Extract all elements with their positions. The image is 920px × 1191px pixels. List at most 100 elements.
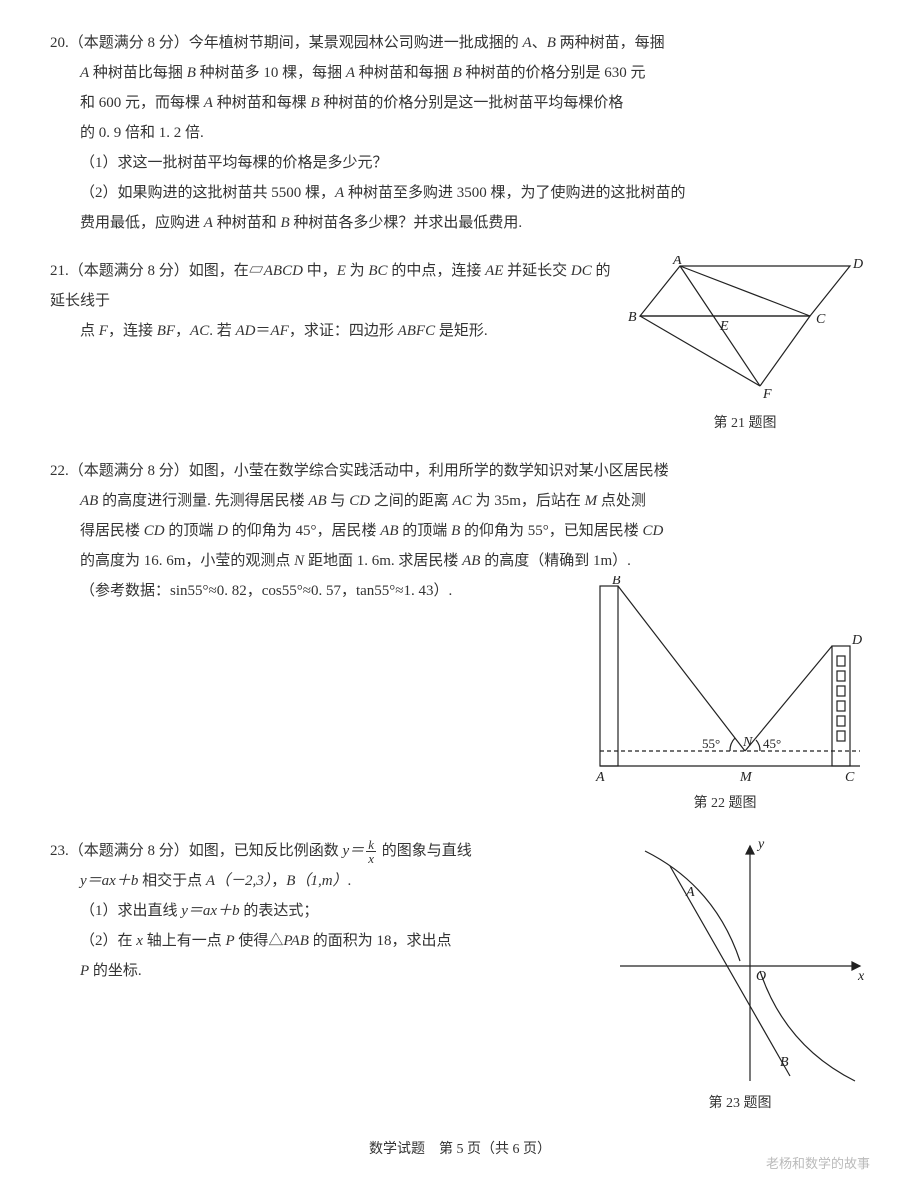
label-b: B [628,310,637,325]
text: （本题满分 8 分）如图，在▱ [69,263,264,279]
text: 中， [303,263,337,279]
subquestion-1: （1）求出直线 y＝ax＋b 的表达式； [50,896,610,926]
figure-23-svg: y x O A B [610,836,870,1086]
label-a: A [335,185,344,201]
problem-21: 21.（本题满分 8 分）如图，在▱ABCD 中，E 为 BC 的中点，连接 A… [50,256,870,438]
text: 的高度（精确到 1m）. [480,553,630,569]
label: F [99,323,108,339]
label: B [451,523,460,539]
figure-22-caption: 第 22 题图 [580,790,870,818]
label-n: N [742,735,753,750]
line: AB 的高度进行测量. 先测得居民楼 AB 与 CD 之间的距离 AC 为 35… [50,486,870,516]
label: D [217,523,228,539]
subquestion-1: （1）求这一批树苗平均每棵的价格是多少元？ [50,148,870,178]
text: 的仰角为 55°，已知居民楼 [460,523,642,539]
angle-45: 45° [763,736,781,751]
label: x [136,933,143,949]
text: 种树苗比每捆 [89,65,187,81]
reference-data: （参考数据：sin55°≈0. 82，cos55°≈0. 57，tan55°≈1… [50,576,580,606]
origin: O [756,969,766,984]
text: 种树苗和每棵 [213,95,311,111]
problem-20-body: 20.（本题满分 8 分）今年植树节期间，某景观园林公司购进一批成捆的 A、B … [50,28,870,238]
figure-23-caption: 第 23 题图 [610,1090,870,1118]
label-b: B [453,65,462,81]
label-b: B [280,215,289,231]
figure-21: A D B C E F 第 21 题图 [620,256,870,438]
text: ，连接 [108,323,157,339]
label-d: D [852,257,863,272]
label-a: A [595,770,605,785]
denominator: x [366,852,376,865]
label: P [80,963,89,979]
label: PAB [283,933,309,949]
text: 的中点，连接 [388,263,486,279]
label-m: M [739,770,753,785]
text: ＝ [255,323,270,339]
text: 种树苗各多少棵？并求出最低费用. [290,215,523,231]
text: （本题满分 8 分）如图，小莹在数学综合实践活动中，利用所学的数学知识对某小区居… [69,463,669,479]
label-a: A [346,65,355,81]
label-c: C [816,312,826,327]
label: CD [349,493,370,509]
label: CD [144,523,165,539]
label: AE [485,263,503,279]
label: AB [80,493,98,509]
label-e: E [719,319,729,334]
text: 种树苗和 [213,215,281,231]
label-b: B [310,95,319,111]
text: 轴上有一点 [143,933,226,949]
figure-22: B D A M C N 55° 45° 第 22 题图 [580,576,870,818]
numerator: k [366,838,376,852]
text: 为 [346,263,369,279]
text: 相交于点 [138,873,206,889]
text: 的高度进行测量. 先测得居民楼 [98,493,308,509]
line: y＝ax＋b 相交于点 A（－2,3），B（1,m）. [50,866,610,896]
label: P [225,933,234,949]
fraction: kx [366,838,376,865]
line: 得居民楼 CD 的顶端 D 的仰角为 45°，居民楼 AB 的顶端 B 的仰角为… [50,516,870,546]
label: AB [462,553,480,569]
text: 的顶端 [165,523,218,539]
label-b: B [612,576,621,588]
text: 种树苗的价格分别是 630 元 [462,65,646,81]
text: （1）求出直线 [80,903,181,919]
text: 和 600 元，而每棵 [80,95,204,111]
label: AD [235,323,255,339]
line: P 的坐标. [50,956,610,986]
text: （2）如果购进的这批树苗共 5500 棵， [80,185,335,201]
text: 的图象与直线 [378,843,472,859]
text: ，求证：四边形 [289,323,398,339]
label-a: A [523,35,532,51]
label: DC [571,263,592,279]
problem-22-body: 22.（本题满分 8 分）如图，小莹在数学综合实践活动中，利用所学的数学知识对某… [50,456,870,576]
label: M [585,493,598,509]
label-f: F [762,387,772,402]
label: BC [368,263,387,279]
point-b: B（1,m） [286,873,347,889]
text: 种树苗多 10 棵，每捆 [196,65,346,81]
figure-21-svg: A D B C E F [620,256,870,406]
label: ABFC [398,323,436,339]
text: （本题满分 8 分）如图，已知反比例函数 [69,843,343,859]
label: N [294,553,304,569]
line: 的 0. 9 倍和 1. 2 倍. [50,118,870,148]
label-b: B [187,65,196,81]
label-a: A [204,215,213,231]
label-d: D [851,633,862,648]
text: 的面积为 18，求出点 [309,933,452,949]
angle-55: 55° [702,736,720,751]
label-b: B [780,1055,789,1070]
figure-21-caption: 第 21 题图 [620,410,870,438]
label: AC [453,493,472,509]
label-a: A [685,885,695,900]
text: 两种树苗，每捆 [556,35,665,51]
text: 的表达式； [240,903,319,919]
problem-23: 23.（本题满分 8 分）如图，已知反比例函数 y＝kx 的图象与直线 y＝ax… [50,836,870,1118]
text: 的顶端 [399,523,452,539]
problem-20: 20.（本题满分 8 分）今年植树节期间，某景观园林公司购进一批成捆的 A、B … [50,28,870,238]
text: （2）在 [80,933,136,949]
text: 费用最低，应购进 [80,215,204,231]
text: 种树苗和每捆 [355,65,453,81]
label: AF [271,323,289,339]
text: . 若 [209,323,235,339]
